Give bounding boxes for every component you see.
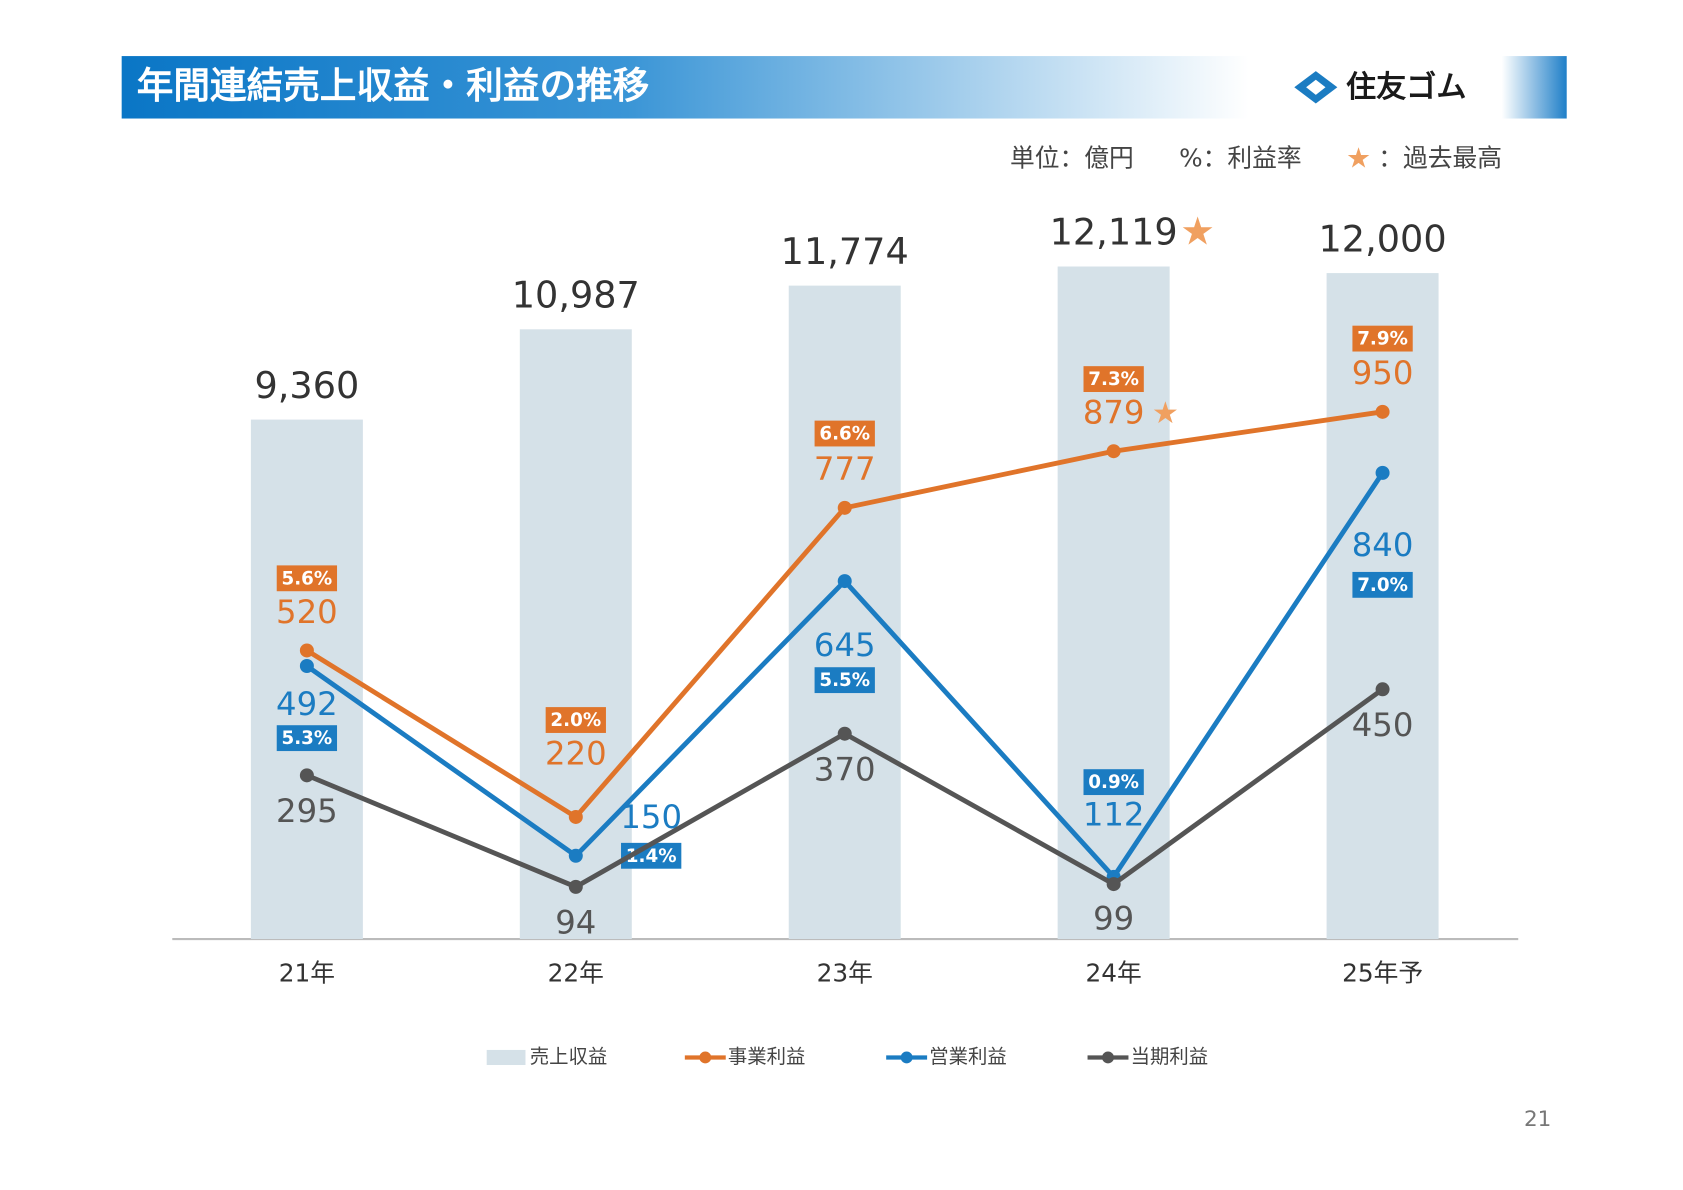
legend-swatch: [1102, 1051, 1114, 1064]
line-point: [1375, 404, 1390, 419]
line-point: [837, 726, 852, 741]
rate-label: 5.3%: [282, 728, 333, 749]
x-tick-label: 25年予: [1342, 959, 1423, 988]
logo-text: 住友ゴム: [1346, 69, 1467, 105]
rate-box: [276, 725, 338, 752]
line-value-label: 295: [276, 792, 338, 830]
rate-label: 5.6%: [282, 568, 333, 589]
rate-label: 7.0%: [1357, 575, 1408, 596]
rate-label: 2.0%: [550, 710, 601, 731]
bar-value-label: 12,119: [1050, 211, 1178, 254]
legend-label: 営業利益: [929, 1045, 1007, 1068]
rate-label: 0.9%: [1088, 772, 1139, 793]
x-tick-label: 22年: [548, 959, 604, 988]
rate-label: 7.3%: [1088, 369, 1139, 390]
rate-box: [814, 420, 875, 447]
bar-value-label: 10,987: [512, 273, 640, 316]
line-value-label: 220: [545, 735, 607, 773]
line-point: [568, 848, 583, 863]
page-title: 年間連結売上収益・利益の推移: [137, 64, 650, 107]
line-value-label: 94: [555, 904, 596, 942]
rate-label: 5.5%: [819, 670, 870, 691]
record-star: ★: [1346, 141, 1371, 174]
legend-label: 事業利益: [728, 1045, 806, 1068]
bar: [250, 419, 363, 940]
line-point: [837, 500, 852, 515]
legend-label: 当期利益: [1131, 1045, 1209, 1068]
line-point: [299, 658, 314, 673]
rate-label: 7.9%: [1357, 329, 1408, 350]
bar-value-label: 11,774: [781, 230, 909, 273]
record-star: ★: [1180, 210, 1215, 255]
bar-value-label: 12,000: [1319, 217, 1447, 260]
line-point: [1106, 444, 1121, 459]
line-value-label: 950: [1352, 354, 1414, 392]
line-value-label: 492: [276, 685, 338, 723]
rate-box: [1352, 325, 1413, 352]
rate-box: [1083, 366, 1144, 393]
bar: [519, 329, 632, 940]
line-point: [299, 643, 314, 658]
record-note: ：過去最高: [1378, 143, 1502, 172]
line-point: [1106, 877, 1121, 892]
line-point: [837, 574, 852, 589]
legend-swatch: [900, 1051, 913, 1064]
x-tick-label: 23年: [817, 959, 873, 988]
line-point: [299, 768, 314, 783]
line-point: [568, 809, 583, 824]
legend-swatch: [699, 1051, 712, 1064]
rate-box: [1083, 769, 1144, 796]
bar-value-label: 9,360: [254, 364, 359, 407]
legend-swatch: [486, 1049, 526, 1066]
line-point: [1375, 682, 1390, 697]
legend-label: 売上収益: [530, 1045, 608, 1068]
rate-box: [545, 707, 606, 733]
rate-box: [814, 667, 875, 694]
bar: [788, 285, 901, 940]
line-point: [1375, 465, 1390, 480]
line-value-label: 777: [814, 450, 876, 488]
record-star: ★: [1152, 396, 1179, 431]
line-value-label: 450: [1352, 706, 1414, 744]
line-value-label: 112: [1083, 796, 1145, 834]
rate-box: [1352, 571, 1413, 598]
rate-note: %：利益率: [1179, 143, 1302, 172]
line-value-label: 840: [1352, 526, 1414, 564]
line-value-label: 99: [1093, 900, 1134, 938]
rate-label: 6.6%: [819, 424, 870, 445]
line-value-label: 520: [276, 593, 338, 631]
x-tick-label: 24年: [1086, 959, 1142, 988]
page-number: 21: [1524, 1107, 1551, 1132]
line-point: [568, 879, 583, 894]
line-value-label: 879: [1083, 394, 1145, 432]
unit-note: 単位：億円: [1010, 143, 1134, 172]
bar: [1326, 273, 1439, 940]
line-value-label: 370: [814, 750, 876, 788]
line-value-label: 645: [814, 626, 876, 664]
rate-box: [276, 565, 338, 592]
x-tick-label: 21年: [279, 959, 335, 988]
